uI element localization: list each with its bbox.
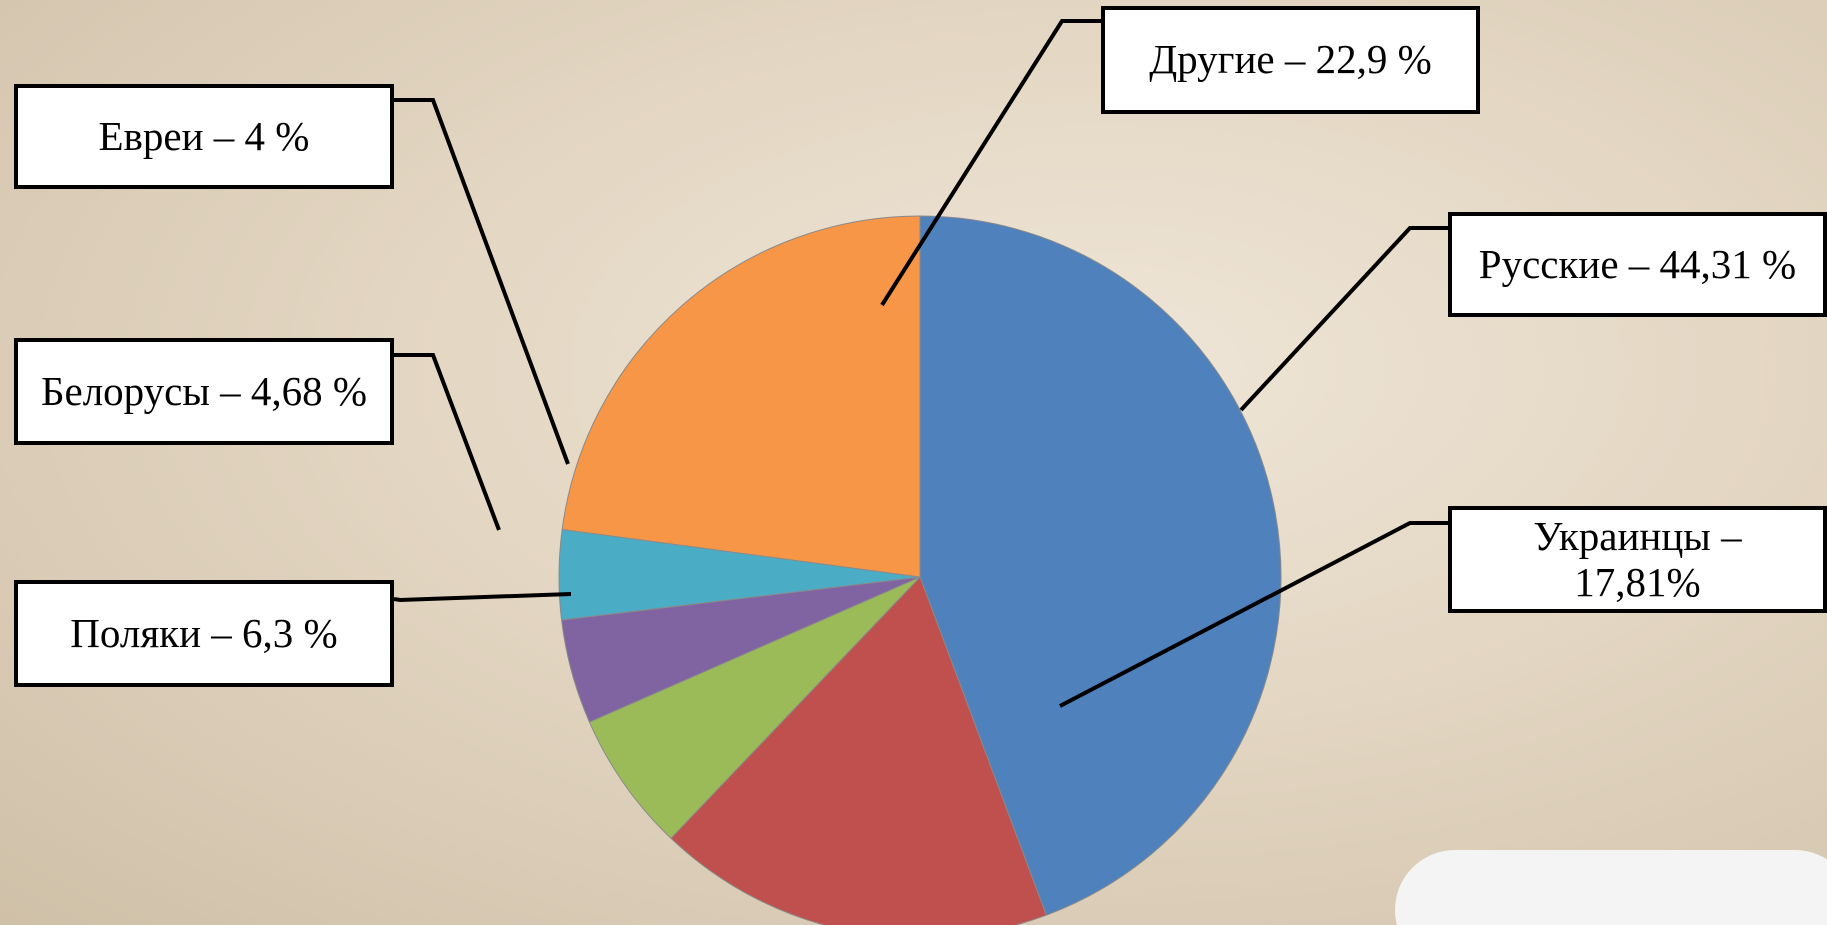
pie-slice xyxy=(562,216,920,577)
slice-label: Другие – 22,9 % xyxy=(1101,6,1480,114)
slice-label: Русские – 44,31 % xyxy=(1448,212,1827,317)
slice-label: Поляки – 6,3 % xyxy=(14,580,394,687)
leader-line xyxy=(394,100,568,464)
leader-line xyxy=(1241,228,1448,410)
slice-label: Украинцы – 17,81% xyxy=(1448,506,1827,613)
decor-panel xyxy=(1395,850,1827,925)
leader-line xyxy=(394,355,499,530)
page: Русские – 44,31 % Украинцы – 17,81% Поляки… xyxy=(0,0,1827,925)
leader-line xyxy=(394,594,571,600)
slice-label: Евреи – 4 % xyxy=(14,84,394,189)
pie xyxy=(559,216,1281,925)
slice-label: Белорусы – 4,68 % xyxy=(14,338,394,445)
